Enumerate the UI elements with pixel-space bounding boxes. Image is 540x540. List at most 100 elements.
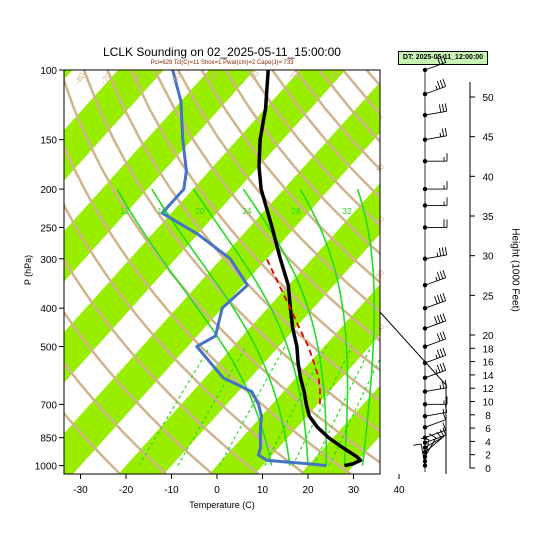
- wind-barb-feather: [438, 248, 442, 257]
- moist-adiabat-label: 20: [196, 207, 205, 216]
- wind-barb-feather: [442, 362, 447, 371]
- height-tick-label: 20: [482, 331, 494, 342]
- wind-barb-feather: [435, 85, 438, 90]
- height-tick-label: 40: [482, 172, 494, 183]
- dry-adiabat: [177, 70, 380, 313]
- dry-adiabat: [461, 70, 540, 474]
- dry-adiabat: [64, 310, 214, 474]
- wind-barb: [424, 110, 447, 116]
- wind-barb-feather: [442, 422, 447, 431]
- isotherm-band: [209, 284, 380, 474]
- mixing-ratio-line: [312, 346, 372, 466]
- dry-adiabat: [129, 70, 380, 372]
- wind-barb-feather: [439, 384, 442, 389]
- wind-barb: [424, 300, 446, 309]
- isotherm-band: [391, 70, 540, 474]
- wind-barb-feather: [442, 427, 447, 436]
- wind-barb-feather: [439, 55, 444, 64]
- wind-barb-feather: [439, 294, 444, 302]
- wind-barb-feather: [444, 246, 448, 256]
- x-tick-label: 20: [302, 485, 314, 496]
- wind-barb-feather: [442, 331, 447, 340]
- p-tick-label: 500: [40, 343, 57, 354]
- height-tick-label: 6: [485, 424, 491, 435]
- wind-barb-feather: [436, 364, 441, 373]
- plot-area: [64, 70, 540, 474]
- mixing-ratio-line: [177, 346, 247, 466]
- wind-barb: [424, 135, 447, 141]
- wind-barb-feather: [436, 315, 441, 324]
- isotherm-band: [64, 70, 346, 383]
- x-tick-label: -30: [73, 485, 88, 496]
- wind-barb-feather: [436, 272, 441, 280]
- height-tick-label: 18: [482, 344, 494, 355]
- wind-barb-feather: [436, 252, 439, 257]
- wind-barb-feather: [439, 332, 444, 341]
- moist-adiabat: [299, 188, 349, 466]
- height-tick-label: 12: [482, 384, 494, 395]
- wind-barb: [424, 387, 447, 393]
- height-tick-label: 14: [482, 371, 494, 382]
- x-tick-label: 30: [348, 485, 360, 496]
- height-tick-label: 8: [485, 411, 491, 422]
- barb-panel-edge: [379, 290, 447, 474]
- wind-barb-feather: [444, 127, 448, 136]
- height-tick-label: 25: [482, 291, 494, 302]
- wind-barb-feather: [439, 348, 444, 357]
- height-tick-label: 35: [482, 212, 494, 223]
- p-tick-label: 850: [40, 434, 57, 445]
- x-tick-label: 40: [393, 485, 405, 496]
- wind-barb-feather: [441, 247, 445, 256]
- dry-adiabat: [64, 202, 306, 474]
- wind-barb-feather: [435, 354, 438, 359]
- wind-barb-feather: [438, 104, 442, 113]
- p-tick-label: 150: [40, 136, 57, 147]
- moist-adiabat-label: 16: [158, 207, 167, 216]
- height-tick-label: 30: [482, 252, 494, 263]
- p-tick-label: 200: [40, 185, 57, 196]
- moist-adiabat: [192, 188, 309, 466]
- wind-barb-feather: [444, 103, 448, 112]
- isotherm-band: [64, 82, 380, 474]
- height-tick-label: 0: [485, 464, 491, 475]
- wind-barb: [424, 338, 446, 347]
- wind-barb-feather: [442, 347, 447, 356]
- wind-barb-feather: [442, 270, 447, 278]
- p-tick-label: 250: [40, 223, 57, 234]
- wind-barb-feather: [441, 380, 445, 389]
- datetime-box: DT: 2025-05-11_12:00:00: [398, 51, 488, 65]
- wind-barb-feather: [439, 363, 444, 372]
- wind-barb: [424, 254, 447, 260]
- wind-barb-feather: [413, 443, 422, 446]
- wind-barb-feather: [442, 54, 447, 63]
- dry-adiabat: [64, 257, 260, 474]
- dry-adiabat: [64, 76, 380, 464]
- wind-barb-feather: [441, 103, 445, 112]
- wind-barb-feather: [444, 379, 448, 388]
- dry-adiabat: [414, 70, 540, 474]
- wind-barb-feather: [428, 433, 437, 439]
- height-tick-label: 50: [482, 93, 494, 104]
- p-tick-label: 100: [40, 66, 57, 77]
- dry-adiabat: [82, 70, 380, 433]
- x-tick-label: 0: [214, 485, 220, 496]
- mixing-ratio-line: [264, 346, 328, 466]
- p-tick-label: 400: [40, 304, 57, 315]
- wind-barb: [424, 62, 446, 71]
- wind-barb-feather: [439, 271, 444, 279]
- dry-adiabat: [365, 70, 380, 88]
- wind-barb-feather: [439, 132, 442, 137]
- plot-frame: [63, 69, 381, 475]
- wind-barb-feather: [439, 429, 445, 437]
- x-tick-label: 10: [257, 485, 269, 496]
- wind-barb-feather: [434, 296, 438, 304]
- chart-subtitle: Pcl=629 Tcl(C)=11 Shox=1 Pwat(cm)=2 Cape…: [150, 60, 294, 66]
- dry-adiabat: [64, 411, 121, 474]
- moist-adiabat: [242, 188, 328, 466]
- moist-adiabat-label: 32: [343, 207, 352, 216]
- isotherm-band: [482, 70, 540, 474]
- dry-adiabat: [64, 361, 168, 474]
- isotherm-band: [64, 70, 164, 181]
- isotherm-band: [118, 183, 380, 474]
